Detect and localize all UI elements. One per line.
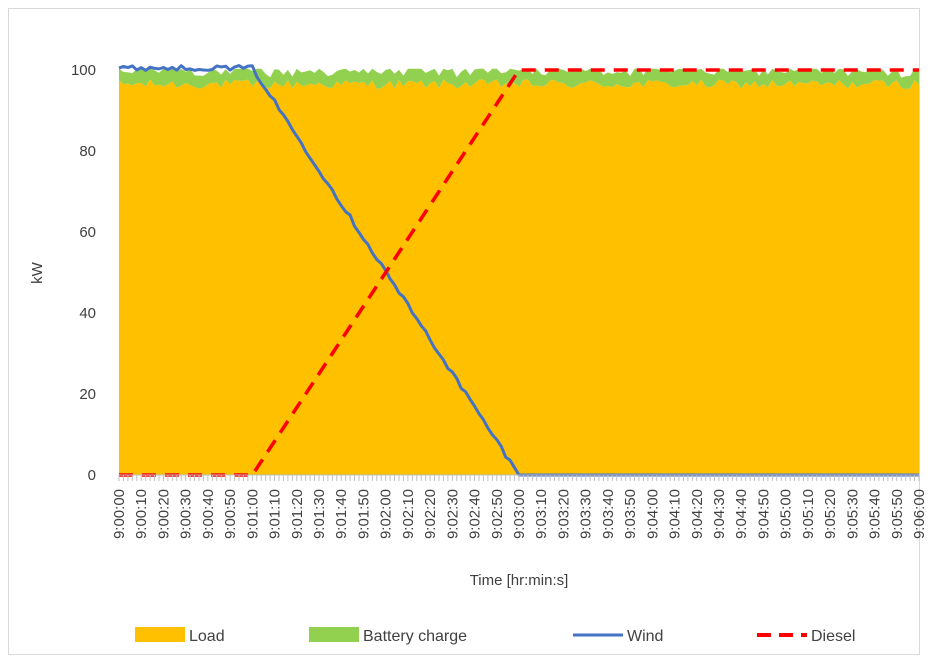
legend: Load Battery charge Wind Diesel <box>135 627 855 645</box>
x-tick-label: 9:00:50 <box>222 489 239 539</box>
x-tick-label: 9:03:10 <box>533 489 550 539</box>
x-tick-label: 9:00:40 <box>200 489 217 539</box>
x-tick-label: 9:02:40 <box>467 489 484 539</box>
x-tick-label: 9:01:20 <box>289 489 306 539</box>
y-tick-label: 20 <box>79 386 96 403</box>
plot-area <box>118 64 919 477</box>
x-tick-label: 9:04:40 <box>733 489 750 539</box>
x-tick-label: 9:05:00 <box>778 489 795 539</box>
y-tick-label: 0 <box>88 467 96 484</box>
y-tick-label: 60 <box>79 224 96 241</box>
legend-swatch-battery-charge <box>309 627 359 642</box>
x-axis-title: Time [hr:min:s] <box>470 572 569 589</box>
x-tick-label: 9:05:50 <box>889 489 906 539</box>
x-tick-label: 9:03:30 <box>578 489 595 539</box>
x-tick-label: 9:01:10 <box>267 489 284 539</box>
x-tick-label: 9:03:50 <box>622 489 639 539</box>
x-tick-label: 9:04:20 <box>689 489 706 539</box>
x-tick-label: 9:04:00 <box>644 489 661 539</box>
y-tick-label: 80 <box>79 143 96 160</box>
y-tick-label: 40 <box>79 305 96 322</box>
x-tick-label: 9:02:20 <box>422 489 439 539</box>
x-tick-label: 9:02:30 <box>444 489 461 539</box>
y-axis-title: kW <box>29 261 46 284</box>
x-tick-label: 9:05:40 <box>867 489 884 539</box>
legend-swatch-load <box>135 627 185 642</box>
legend-label-wind: Wind <box>627 628 663 645</box>
x-tick-label: 9:02:50 <box>489 489 506 539</box>
series-area-load <box>119 79 919 475</box>
x-tick-label: 9:05:30 <box>844 489 861 539</box>
x-tick-label: 9:02:00 <box>378 489 395 539</box>
x-tick-label: 9:01:40 <box>333 489 350 539</box>
x-tick-label: 9:00:20 <box>155 489 172 539</box>
x-tick-label: 9:05:20 <box>822 489 839 539</box>
x-tick-label: 9:02:10 <box>400 489 417 539</box>
x-tick-label: 9:04:50 <box>755 489 772 539</box>
series-line-diesel <box>119 68 919 477</box>
x-tick-label: 9:01:30 <box>311 489 328 539</box>
x-tick-label: 9:04:10 <box>667 489 684 539</box>
x-tick-label: 9:01:50 <box>355 489 372 539</box>
x-tick-label: 9:05:10 <box>800 489 817 539</box>
legend-label-battery-charge: Battery charge <box>363 628 467 645</box>
y-tick-label: 100 <box>71 62 96 79</box>
x-tick-label: 9:00:10 <box>133 489 150 539</box>
x-tick-label: 9:00:30 <box>178 489 195 539</box>
y-axis: 0 20 40 60 80 100 <box>71 62 96 484</box>
legend-label-diesel: Diesel <box>811 628 855 645</box>
x-tick-label: 9:00:00 <box>111 489 128 539</box>
series-area-battery-charge <box>119 68 919 90</box>
x-tick-label: 9:03:00 <box>511 489 528 539</box>
x-tick-label: 9:01:00 <box>244 489 261 539</box>
x-tick-label: 9:04:30 <box>711 489 728 539</box>
legend-label-load: Load <box>189 628 225 645</box>
x-tick-label: 9:06:00 <box>911 489 928 539</box>
x-tick-label: 9:03:40 <box>600 489 617 539</box>
x-tick-label: 9:03:20 <box>555 489 572 539</box>
x-axis: 9:00:00 9:00:10 9:00:20 9:00:30 9:00:40 9:00:… <box>111 474 928 539</box>
